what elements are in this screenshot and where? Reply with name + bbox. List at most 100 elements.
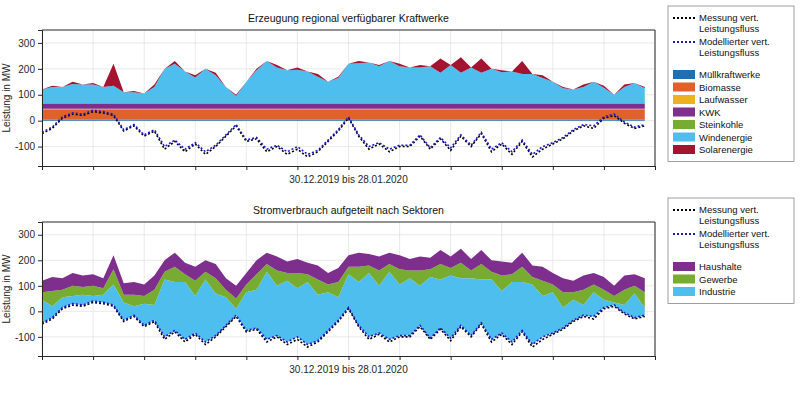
x-tick-mark	[93, 356, 94, 360]
x-tick-mark	[400, 166, 401, 170]
frame-right	[655, 30, 656, 166]
x-tick-mark	[195, 166, 196, 170]
y-axis: -100 0 100 200 300	[15, 31, 43, 167]
y-tick-label: 200	[18, 255, 35, 266]
x-axis-line	[43, 357, 656, 361]
y-tick-label: -100	[15, 332, 35, 343]
x-tick-mark	[604, 356, 605, 360]
plot-background	[42, 222, 655, 356]
chart-root: -1000100200300Erzeugung regional verfügb…	[0, 0, 800, 405]
y-tick: 300	[18, 229, 42, 240]
legend-line	[673, 17, 695, 19]
y-tick: 200	[18, 64, 42, 75]
y-axis-title: Leistung in MW	[1, 254, 12, 323]
y-tick-mark	[38, 260, 42, 261]
y-tick-label: 100	[18, 281, 35, 292]
y-tick-mark	[38, 311, 42, 312]
legend-label: Messung vert.Leistungsfluss	[699, 204, 759, 226]
legend-label: Müllkraftwerke	[699, 69, 760, 80]
x-tick-mark	[451, 356, 452, 360]
grid-line-y	[42, 42, 655, 43]
y-axis: -100 0 100 200 300	[15, 223, 43, 357]
x-tick	[553, 166, 554, 170]
legend-label: Steinkohle	[699, 119, 743, 130]
x-tick	[400, 166, 401, 170]
grid-line-x	[655, 30, 656, 166]
plot-marks	[42, 249, 645, 347]
y-tick: 300	[18, 38, 42, 49]
line-series	[42, 301, 645, 344]
x-tick	[604, 356, 605, 360]
legend-line	[673, 41, 695, 43]
y-tick-label: 0	[29, 306, 35, 317]
x-tick-mark	[553, 356, 554, 360]
y-axis-title: Leistung in MW	[1, 63, 12, 132]
x-tick	[144, 166, 145, 170]
chart-svg: -1000100200300Erzeugung regional verfügb…	[0, 0, 800, 405]
x-tick-mark	[42, 356, 43, 360]
line-series	[42, 110, 645, 154]
x-tick-mark	[297, 166, 298, 170]
x-tick-mark	[144, 166, 145, 170]
line-series	[42, 302, 645, 347]
y-tick-mark	[38, 95, 42, 96]
legend-label: Windenergie	[699, 132, 752, 143]
line-series	[42, 112, 645, 157]
grid-line-y	[42, 146, 655, 147]
area-series	[42, 104, 645, 109]
x-tick-mark	[400, 356, 401, 360]
x-tick	[553, 356, 554, 360]
y-tick-mark	[38, 337, 42, 338]
x-tick-mark	[42, 166, 43, 170]
grid	[42, 222, 655, 356]
y-axis-line	[38, 31, 43, 167]
x-tick	[297, 166, 298, 170]
legend-label: Modellierter vert.Leistungsfluss	[699, 228, 770, 250]
x-tick	[195, 166, 196, 170]
x-tick	[246, 166, 247, 170]
legend-label: Solarenergie	[699, 144, 753, 155]
x-tick-mark	[246, 356, 247, 360]
frame-right	[655, 222, 656, 356]
legend-swatch	[673, 120, 695, 129]
legend-swatch	[673, 145, 695, 154]
grid-line-y	[42, 120, 655, 121]
legend-label: Laufwasser	[699, 94, 748, 105]
x-tick-mark	[502, 166, 503, 170]
x-tick	[297, 356, 298, 360]
x-tick	[502, 166, 503, 170]
y-tick: 0	[29, 306, 42, 317]
x-tick-mark	[655, 356, 656, 360]
legend-box	[668, 198, 794, 304]
plot-marks	[42, 57, 645, 157]
legend-label: KWK	[699, 107, 721, 118]
legend-swatch	[673, 108, 695, 117]
x-tick	[655, 356, 656, 360]
x-tick-mark	[349, 166, 350, 170]
legend-swatch	[673, 262, 695, 271]
grid-line-y	[42, 234, 655, 235]
y-tick-label: 100	[18, 89, 35, 100]
x-axis-title: 30.12.2019 bis 28.01.2020	[289, 174, 408, 185]
y-tick-mark	[38, 69, 42, 70]
legend-swatch	[673, 287, 695, 296]
panel: -1000100200300Erzeugung regional verfügb…	[1, 12, 656, 185]
x-tick	[42, 166, 43, 170]
x-tick-mark	[553, 166, 554, 170]
legend-swatch	[673, 83, 695, 92]
x-tick	[195, 356, 196, 360]
grid-line-y	[42, 336, 655, 337]
plot-background	[42, 30, 655, 166]
y-tick-label: 200	[18, 64, 35, 75]
x-tick-mark	[349, 356, 350, 360]
x-tick-mark	[246, 166, 247, 170]
legend-label: Messung vert.Leistungsfluss	[699, 12, 759, 34]
y-tick: 0	[29, 115, 42, 126]
y-tick-label: 0	[29, 115, 35, 126]
legend-label: Industrie	[699, 286, 735, 297]
grid-line-x	[655, 222, 656, 356]
x-axis-title: 30.12.2019 bis 28.01.2020	[289, 364, 408, 375]
x-tick	[451, 166, 452, 170]
area-series	[42, 120, 645, 121]
y-tick: -100	[15, 141, 42, 152]
